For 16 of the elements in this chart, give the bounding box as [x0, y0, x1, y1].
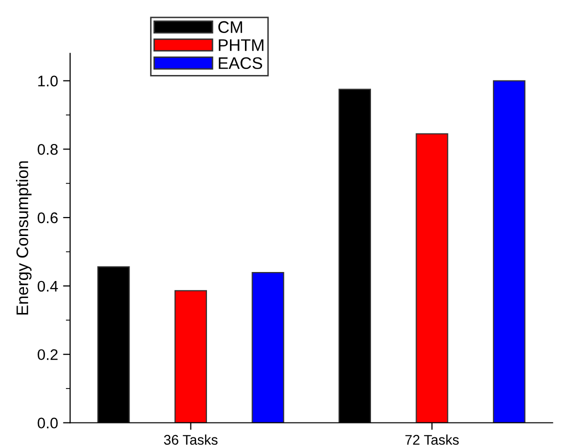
legend-label: EACS	[218, 57, 262, 70]
bar	[492, 80, 526, 423]
bar	[174, 290, 207, 423]
legend-label: PHTM	[218, 39, 264, 51]
x-tick-label: 36 Tasks	[164, 434, 218, 445]
y-tick-label: 0.4	[38, 280, 58, 292]
bar	[416, 133, 448, 423]
y-tick-label: 0.2	[38, 349, 58, 360]
y-tick-label: 1.0	[38, 76, 58, 86]
y-tick-label: 0.0	[38, 418, 58, 428]
y-tick-label: 0.8	[38, 144, 58, 155]
y-tick-label: 0.6	[38, 212, 58, 224]
x-tick-label: 72 Tasks	[405, 434, 459, 445]
bar	[252, 272, 284, 423]
y-axis-title: Energy Consumption	[16, 161, 32, 315]
legend-label: CM	[218, 21, 242, 33]
